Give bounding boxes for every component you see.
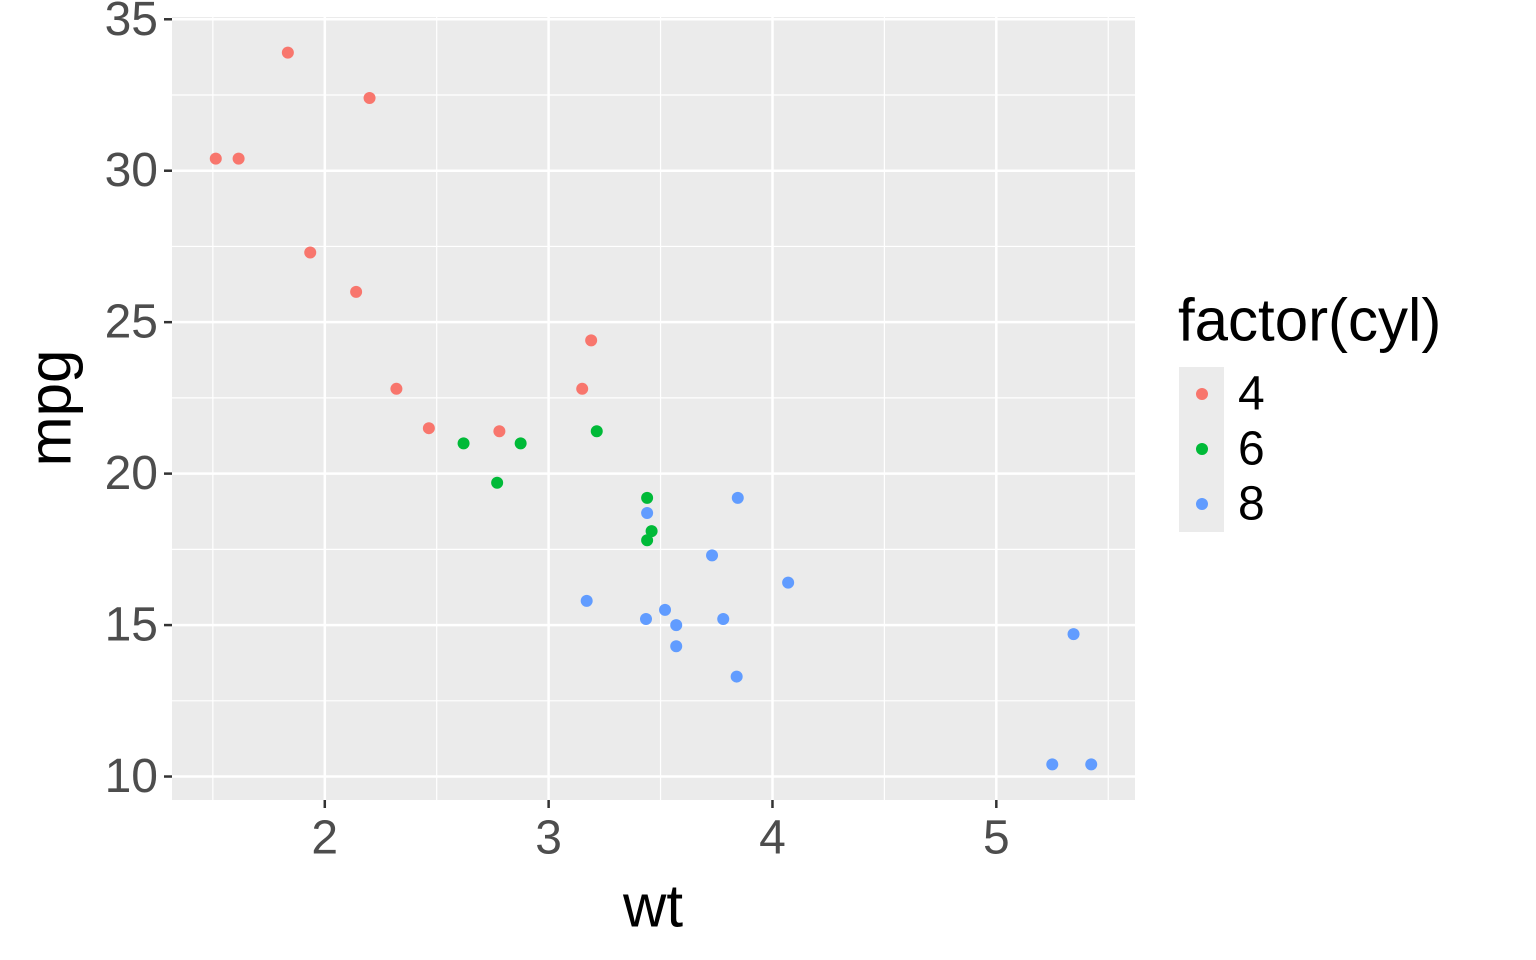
point — [641, 534, 654, 547]
point — [590, 425, 603, 438]
point — [576, 382, 589, 395]
legend-label: 4 — [1238, 368, 1265, 421]
x-tick-label: 5 — [983, 812, 1010, 865]
point — [363, 92, 376, 105]
x-axis-title: wt — [622, 873, 683, 940]
legend-key — [1196, 443, 1208, 455]
x-tick-label: 3 — [535, 812, 562, 865]
point — [730, 670, 743, 683]
point — [717, 613, 730, 626]
legend-label: 6 — [1238, 423, 1265, 476]
point — [457, 437, 470, 450]
point — [645, 525, 658, 538]
y-tick-label: 35 — [105, 0, 158, 46]
x-tick-label: 4 — [759, 812, 786, 865]
point — [782, 576, 795, 589]
y-tick-label: 10 — [105, 750, 158, 803]
point — [390, 382, 403, 395]
point — [422, 422, 435, 435]
point — [659, 603, 672, 616]
legend-title: factor(cyl) — [1178, 287, 1441, 354]
point — [670, 640, 683, 653]
y-tick-label: 30 — [105, 144, 158, 197]
point — [670, 619, 683, 632]
point — [304, 246, 317, 259]
y-tick-label: 15 — [105, 599, 158, 652]
point — [706, 549, 719, 562]
y-tick-label: 25 — [105, 296, 158, 349]
point — [641, 507, 654, 520]
point — [514, 437, 527, 450]
point — [1085, 758, 1098, 771]
y-tick-label: 20 — [105, 447, 158, 500]
point — [640, 613, 653, 626]
point — [281, 46, 294, 59]
point — [580, 594, 593, 607]
point — [491, 476, 504, 489]
legend-label: 8 — [1238, 478, 1265, 531]
point — [232, 152, 245, 165]
point — [1046, 758, 1059, 771]
panel-background — [172, 17, 1135, 800]
point — [1067, 628, 1080, 641]
y-axis-title: mpg — [17, 350, 84, 467]
point — [585, 334, 598, 347]
legend-key — [1196, 498, 1208, 510]
point — [350, 285, 363, 298]
point — [641, 491, 654, 504]
point — [731, 491, 744, 504]
x-tick-label: 2 — [311, 812, 338, 865]
point — [209, 152, 222, 165]
point — [493, 425, 506, 438]
legend-key — [1196, 388, 1208, 400]
